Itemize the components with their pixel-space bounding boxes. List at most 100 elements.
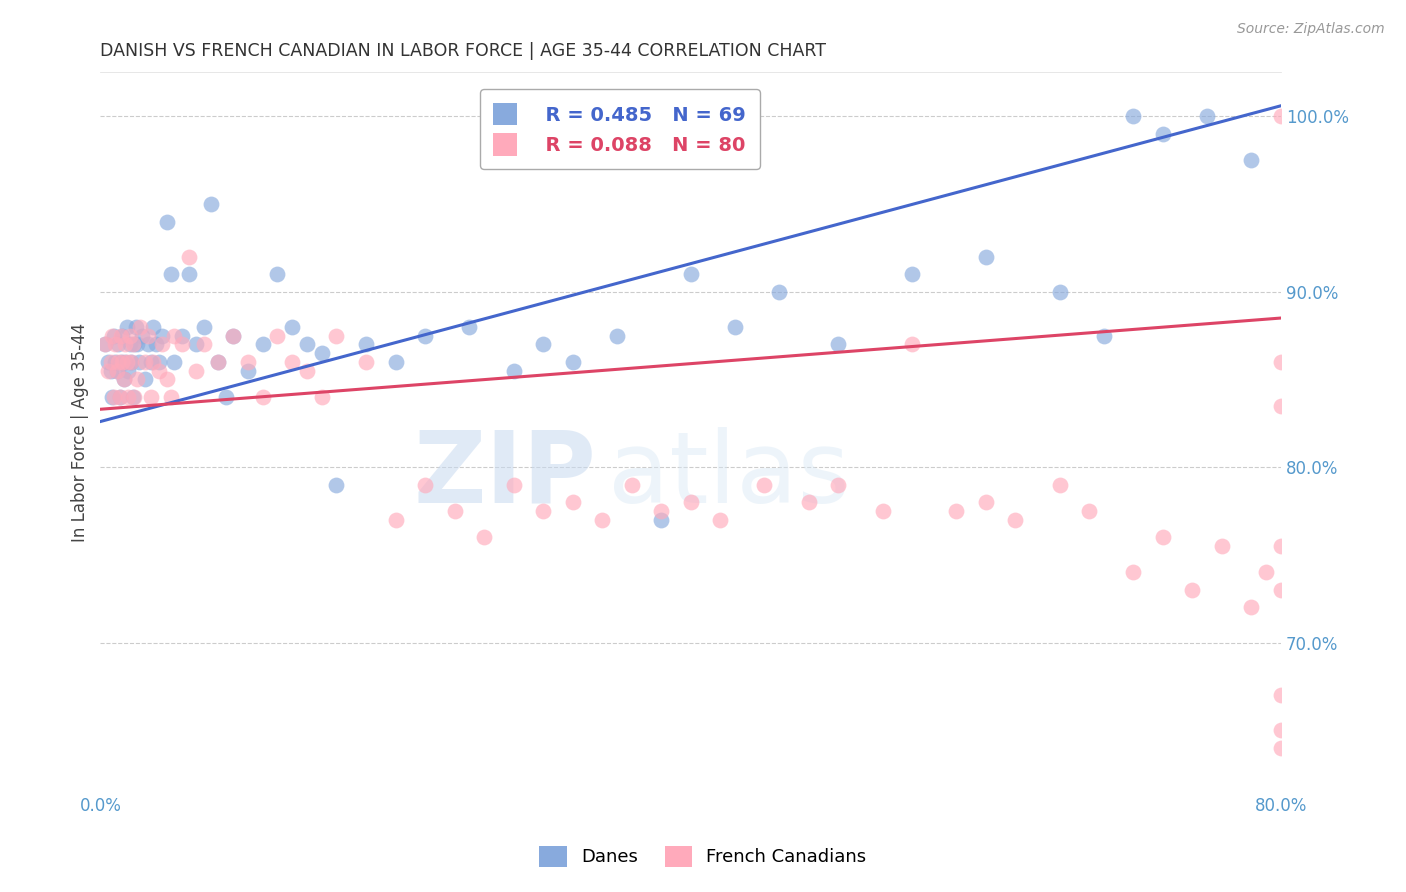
Point [1270,399,1292,413]
Point [200,197,222,211]
Text: DANISH VS FRENCH CANADIAN IN LABOR FORCE | AGE 35-44 CORRELATION CHART: DANISH VS FRENCH CANADIAN IN LABOR FORCE… [100,42,827,60]
Point [754,477,776,491]
Point [531,337,554,351]
Point [413,477,436,491]
Point [561,495,583,509]
Point [124,390,146,404]
Point [163,355,186,369]
Point [186,337,208,351]
Point [108,390,131,404]
Point [105,364,128,378]
Text: atlas: atlas [607,426,849,524]
Point [266,267,288,281]
Point [112,372,135,386]
Point [110,355,132,369]
Point [101,328,124,343]
Point [472,530,495,544]
Point [531,504,554,518]
Point [901,267,924,281]
Point [295,337,318,351]
Point [207,355,229,369]
Point [502,477,524,491]
Point [1122,109,1144,123]
Point [142,319,165,334]
Point [111,355,134,369]
Point [148,364,170,378]
Point [127,372,149,386]
Point [797,495,820,509]
Point [945,504,967,518]
Point [974,495,997,509]
Point [114,355,136,369]
Point [131,328,153,343]
Point [1240,600,1263,615]
Point [103,390,125,404]
Point [1270,539,1292,553]
Point [134,372,156,386]
Point [120,355,142,369]
Point [827,337,849,351]
Point [97,355,120,369]
Point [136,337,159,351]
Point [561,355,583,369]
Point [311,346,333,360]
Point [281,319,304,334]
Point [650,504,672,518]
Point [125,319,148,334]
Point [458,319,481,334]
Point [107,337,129,351]
Legend: Danes, French Canadians: Danes, French Canadians [533,838,873,874]
Point [1152,530,1174,544]
Point [148,355,170,369]
Point [193,337,215,351]
Point [117,364,139,378]
Point [139,390,162,404]
Point [1270,355,1292,369]
Point [94,337,117,351]
Point [107,355,129,369]
Point [121,390,143,404]
Point [827,477,849,491]
Point [128,355,150,369]
Point [606,328,628,343]
Point [114,337,136,351]
Point [136,328,159,343]
Point [1122,566,1144,580]
Point [354,355,377,369]
Point [1240,153,1263,168]
Point [145,337,167,351]
Point [134,355,156,369]
Point [100,355,122,369]
Point [101,390,124,404]
Point [1211,539,1233,553]
Point [150,328,173,343]
Point [94,337,117,351]
Point [1049,285,1071,299]
Point [104,337,127,351]
Point [100,364,122,378]
Point [325,328,347,343]
Point [160,267,183,281]
Point [1270,740,1292,755]
Point [186,364,208,378]
Point [591,513,613,527]
Point [150,337,173,351]
Point [177,267,200,281]
Point [1256,566,1278,580]
Point [115,319,138,334]
Point [311,390,333,404]
Point [127,337,149,351]
Point [872,504,894,518]
Point [295,364,318,378]
Point [1078,504,1101,518]
Point [1092,328,1115,343]
Point [108,390,131,404]
Point [112,372,135,386]
Point [384,355,406,369]
Point [252,337,274,351]
Text: ZIP: ZIP [413,426,596,524]
Point [222,328,245,343]
Point [177,250,200,264]
Point [236,355,259,369]
Point [768,285,790,299]
